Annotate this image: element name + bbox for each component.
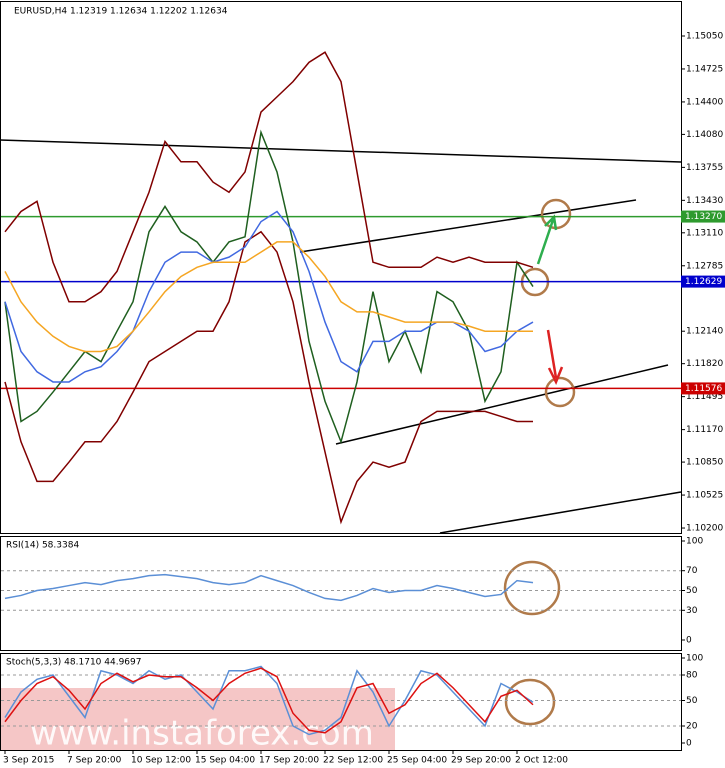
- level-label-bg: [681, 382, 725, 395]
- y-tick-label: 1.10200: [686, 524, 723, 534]
- rsi-title: RSI(14) 58.3384: [6, 541, 79, 551]
- level-label-bg: [681, 275, 725, 288]
- y-tick-label: 1.14400: [686, 97, 723, 107]
- y-tick-label: 0: [686, 636, 692, 646]
- y-tick-label: 1.11170: [686, 425, 723, 435]
- circle-marker: [544, 376, 576, 408]
- y-tick-label: 100: [686, 654, 703, 664]
- x-tick-label: 10 Sep 12:00: [131, 756, 191, 766]
- y-tick-label: 70: [686, 566, 698, 576]
- y-tick-label: 0: [686, 739, 692, 749]
- y-tick-label: 1.11495: [686, 392, 723, 402]
- main-panel: [0, 1, 682, 534]
- series-line: [4, 241, 533, 353]
- y-tick-label: 1.11820: [686, 359, 723, 369]
- circle-marker: [504, 678, 556, 726]
- y-tick-label: 1.14080: [686, 130, 723, 140]
- level-label: 1.11576: [685, 384, 722, 394]
- watermark-band: [0, 688, 395, 750]
- series-line: [4, 129, 534, 445]
- y-tick-label: 1.13110: [686, 228, 723, 238]
- y-tick-label: 30: [686, 606, 698, 616]
- y-tick-label: 20: [686, 722, 698, 732]
- trend-lines: [0, 139, 682, 534]
- y-tick-label: 1.14725: [686, 64, 723, 74]
- series-line: [4, 667, 534, 734]
- y-tick-label: 1.12140: [686, 327, 723, 337]
- y-tick-label: 80: [686, 671, 698, 681]
- y-tick-label: 1.10850: [686, 458, 723, 468]
- x-tick-label: 15 Sep 04:00: [195, 756, 255, 766]
- y-tick-label: 1.13755: [686, 163, 723, 173]
- series-line: [4, 230, 533, 525]
- rsi-panel: [0, 536, 682, 651]
- y-tick-label: 50: [686, 696, 698, 706]
- y-tick-label: 1.13430: [686, 196, 723, 206]
- series-line: [4, 51, 534, 303]
- x-tick-label: 22 Sep 12:00: [323, 756, 383, 766]
- level-label: 1.13270: [685, 212, 722, 222]
- chart-title: EURUSD,H4 1.12319 1.12634 1.12202 1.1263…: [14, 7, 228, 17]
- x-tick-label: 17 Sep 20:00: [259, 756, 319, 766]
- series-line: [4, 665, 534, 736]
- channel-line: [439, 491, 682, 534]
- x-tick-label: 29 Sep 20:00: [451, 756, 511, 766]
- level-label: 1.12629: [685, 277, 722, 287]
- stoch-title: Stoch(5,3,3) 48.1710 44.9697: [6, 658, 141, 668]
- watermark: www.instaforex.com: [30, 714, 374, 754]
- stoch-panel: [0, 653, 682, 751]
- y-tick-label: 1.15050: [686, 31, 723, 41]
- x-tick-label: 3 Sep 2015: [3, 756, 54, 766]
- y-tick-label: 50: [686, 586, 698, 596]
- x-tick-label: 25 Sep 04:00: [387, 756, 447, 766]
- y-tick-label: 1.10525: [686, 491, 723, 501]
- trend-line: [0, 139, 682, 163]
- x-tick-label: 2 Oct 12:00: [515, 756, 568, 766]
- series-line: [4, 573, 534, 602]
- y-tick-label: 1.12785: [686, 261, 723, 271]
- y-tick-label: 100: [686, 537, 703, 547]
- level-label-bg: [681, 210, 725, 223]
- arrow-down: [546, 329, 564, 386]
- x-tick-label: 7 Sep 20:00: [67, 756, 122, 766]
- channel-line: [299, 199, 637, 253]
- circle-marker: [503, 560, 561, 616]
- channel-line: [335, 364, 669, 445]
